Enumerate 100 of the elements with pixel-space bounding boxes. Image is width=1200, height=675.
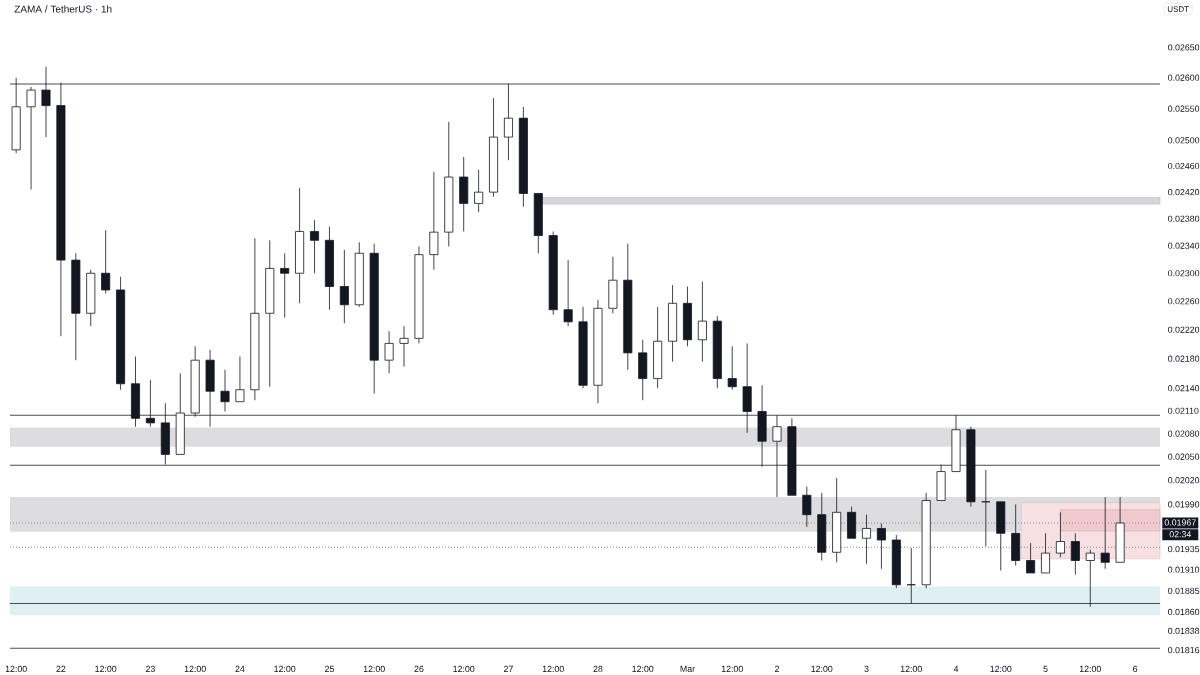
- x-tick-label: 12:00: [184, 665, 206, 673]
- candlestick: [116, 276, 126, 391]
- candlestick: [712, 315, 722, 389]
- y-tick-label: 0.02140: [1168, 385, 1200, 392]
- candlestick: [369, 243, 379, 394]
- candlestick: [339, 249, 349, 324]
- x-tick-label: 23: [145, 665, 155, 673]
- candlestick: [384, 330, 394, 374]
- candlestick: [41, 66, 51, 138]
- candlestick: [653, 306, 663, 389]
- x-tick-label: 26: [414, 665, 424, 673]
- y-tick-label: 0.01860: [1168, 608, 1200, 616]
- candlestick: [354, 241, 364, 308]
- candlestick: [1100, 496, 1110, 570]
- y-tick-label: 0.01990: [1168, 501, 1200, 508]
- candlestick: [429, 171, 439, 271]
- candlestick: [727, 345, 737, 391]
- candlestick: [414, 246, 424, 344]
- candlestick: [593, 299, 603, 404]
- candlestick: [86, 269, 96, 327]
- y-tick-label: 0.01838: [1168, 627, 1200, 635]
- y-tick-label: 0.02650: [1168, 44, 1200, 51]
- x-tick-label: 2: [774, 665, 779, 672]
- y-axis-title: USDT: [1167, 6, 1189, 12]
- candlestick: [399, 325, 409, 368]
- x-tick-label: Mar: [680, 665, 695, 672]
- x-tick-label: 22: [56, 665, 66, 672]
- y-tick-label: 0.02550: [1168, 105, 1200, 112]
- x-tick-label: 27: [504, 665, 513, 672]
- x-tick-label: 12:00: [453, 665, 475, 673]
- candlestick: [638, 339, 648, 401]
- candlestick: [444, 121, 454, 247]
- x-tick-label: 12:00: [1079, 665, 1101, 673]
- candlestick: [474, 169, 484, 213]
- candlestick: [742, 343, 752, 434]
- candlestick: [265, 239, 275, 388]
- annotation: 02:34: [1169, 531, 1192, 538]
- y-tick-label: 0.02600: [1168, 74, 1200, 81]
- x-tick-label: 12:00: [363, 665, 385, 673]
- y-tick-label: 0.02260: [1168, 298, 1200, 305]
- y-tick-label: 0.01885: [1168, 587, 1200, 594]
- candlestick: [608, 256, 618, 314]
- candlestick: [310, 219, 320, 274]
- x-tick-label: 12:00: [990, 665, 1012, 673]
- candlestick: [1011, 503, 1021, 566]
- y-tick-label: 0.02020: [1168, 477, 1200, 484]
- candlestick: [145, 379, 155, 428]
- candlestick: [518, 106, 528, 208]
- y-tick-label: 0.01816: [1168, 646, 1200, 654]
- candlestick: [324, 226, 334, 311]
- candlestick: [563, 259, 573, 327]
- x-tick-label: 12:00: [811, 665, 833, 673]
- candlestick: [697, 281, 707, 363]
- x-tick-label: 12:00: [274, 665, 296, 673]
- candlestick: [190, 345, 200, 418]
- x-tick-label: 24: [235, 665, 245, 672]
- candlestick: [220, 369, 230, 412]
- candlestick: [623, 243, 633, 371]
- candlestick: [295, 187, 305, 304]
- y-tick-label: 0.02220: [1168, 326, 1200, 333]
- chart-title: ZAMA / TetherUS · 1h: [14, 5, 112, 13]
- candlestick: [1055, 511, 1065, 558]
- candlestick: [1070, 532, 1080, 576]
- y-tick-label: 0.01910: [1168, 566, 1200, 573]
- candlestick: [548, 231, 558, 316]
- ref-line-label: 0.01967: [1164, 519, 1196, 526]
- y-tick-label: 0.01935: [1168, 545, 1200, 553]
- y-tick-label: 0.02420: [1168, 189, 1200, 196]
- x-tick-label: 28: [593, 665, 603, 673]
- x-tick-label: 12:00: [632, 665, 654, 673]
- candlestick: [26, 86, 36, 190]
- candlestick: [205, 349, 215, 428]
- candlestick: [876, 523, 886, 570]
- candlestick: [772, 414, 782, 498]
- x-tick-label: 25: [324, 665, 334, 673]
- candlestick: [1085, 549, 1095, 608]
- candlestick: [578, 306, 588, 389]
- y-tick-label: 0.02110: [1168, 407, 1199, 414]
- candlestick: [966, 426, 976, 508]
- candlestick: [131, 356, 140, 428]
- x-tick-label: 4: [953, 665, 959, 672]
- x-tick-label: 5: [1043, 665, 1048, 672]
- candlestick: [757, 384, 767, 468]
- x-tick-label: 12:00: [900, 665, 922, 673]
- candlestick: [802, 486, 812, 528]
- y-tick-label: 0.02080: [1168, 430, 1200, 437]
- x-tick-label: 12:00: [5, 665, 27, 673]
- candlestick: [489, 97, 499, 198]
- x-tick-label: 6: [1133, 665, 1138, 673]
- x-tick-label: 12:00: [542, 665, 564, 673]
- candlestick: [861, 514, 871, 565]
- candlestick: [832, 477, 842, 563]
- y-tick-label: 0.02460: [1168, 162, 1200, 170]
- candlestick: [921, 492, 931, 589]
- candlestick: [891, 534, 901, 589]
- x-tick-label: 12:00: [95, 665, 117, 673]
- y-tick-label: 0.02500: [1168, 137, 1200, 144]
- y-tick-label: 0.02340: [1168, 242, 1200, 249]
- candlestick: [682, 286, 692, 347]
- y-tick-label: 0.02300: [1168, 270, 1200, 277]
